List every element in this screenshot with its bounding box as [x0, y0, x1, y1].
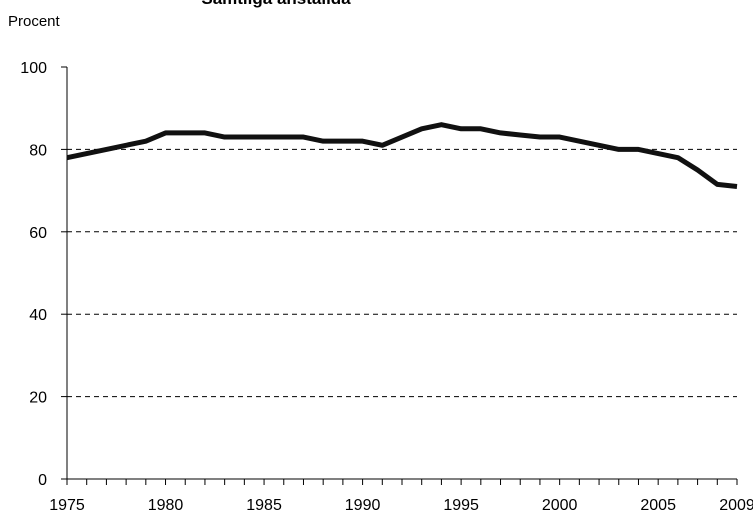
y-tick-label: 80	[29, 142, 47, 159]
chart-title: Samtliga anstallda	[201, 0, 351, 8]
x-axis-tick-labels: 1975 1980 1985 1990 1995 2000 2005 2009	[49, 497, 753, 514]
y-tick-label: 20	[29, 390, 47, 407]
x-tick-label: 2000	[542, 497, 578, 514]
y-axis-label: Procent	[8, 13, 61, 30]
x-tick-label: 1975	[49, 497, 85, 514]
axes	[66, 67, 737, 480]
x-tick-label: 1990	[345, 497, 381, 514]
y-axis-tick-labels: 0 20 40 60 80 100	[20, 60, 47, 489]
x-tick-label: 2009	[719, 497, 753, 514]
y-tick-label: 100	[20, 60, 47, 77]
grid-lines	[67, 148, 737, 398]
x-axis-ticks	[66, 479, 738, 485]
x-tick-label: 1980	[148, 497, 184, 514]
series-group	[66, 122, 738, 189]
x-tick-label: 1985	[246, 497, 282, 514]
y-tick-label: 40	[29, 307, 47, 324]
series-line	[66, 122, 738, 189]
y-tick-label: 0	[38, 472, 47, 489]
y-axis-ticks	[61, 66, 67, 480]
y-tick-label: 60	[29, 225, 47, 242]
x-tick-label: 2005	[640, 497, 676, 514]
x-tick-label: 1995	[443, 497, 479, 514]
